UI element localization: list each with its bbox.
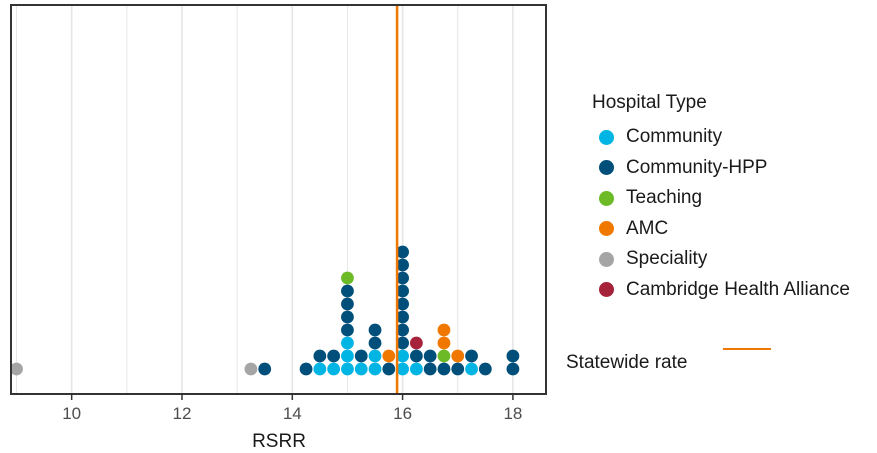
panel-border <box>10 4 547 395</box>
vertical-gridlines <box>16 5 514 394</box>
data-point-amc <box>451 349 465 363</box>
data-point-community-hpp <box>396 258 409 272</box>
data-point-community-hpp <box>341 323 354 337</box>
legend-label: Speciality <box>626 248 708 270</box>
data-point-community-hpp <box>368 323 382 337</box>
legend-key <box>599 190 614 206</box>
legend-item-cambridge: Cambridge Health Alliance <box>592 275 850 306</box>
data-point-community-hpp <box>451 362 465 376</box>
legend-item-speciality: Speciality <box>592 244 850 275</box>
data-point-community-hpp <box>258 362 272 376</box>
hospital-type-legend: Hospital Type Community Community-HPP Teac… <box>592 92 850 305</box>
legend-key <box>599 251 614 267</box>
x-tick-label: 10 <box>62 404 81 423</box>
data-point-community-hpp <box>396 245 409 259</box>
data-point-community-hpp <box>341 297 354 311</box>
legend-item-community-hpp: Community-HPP <box>592 153 850 184</box>
legend-label: Community <box>626 126 723 148</box>
data-point-community-hpp <box>354 349 368 363</box>
data-point-community-hpp <box>396 310 409 324</box>
legend-key <box>599 221 614 237</box>
legend-item-teaching: Teaching <box>592 183 850 214</box>
data-point-amc <box>437 336 451 350</box>
data-point-community-hpp <box>299 362 313 376</box>
data-point-community-hpp <box>396 297 409 311</box>
data-point-amc <box>437 323 451 337</box>
data-point-community-hpp <box>341 284 354 298</box>
data-point-community <box>341 362 354 376</box>
data-point-community <box>354 362 368 376</box>
legend-label: Cambridge Health Alliance <box>626 278 850 300</box>
x-tick-label: 12 <box>173 404 192 423</box>
data-point-community-hpp <box>396 284 409 298</box>
x-axis-ticks: 10 12 14 16 18 <box>62 394 522 423</box>
data-point-community <box>341 349 354 363</box>
data-point-community <box>465 362 478 376</box>
data-point-teaching <box>437 349 451 363</box>
data-point-community-hpp <box>465 349 478 363</box>
x-tick-label: 18 <box>503 404 522 423</box>
data-point-community-hpp <box>437 362 451 376</box>
data-point-teaching <box>341 271 354 285</box>
legend-items: Community Community-HPP Teaching AMC Special… <box>592 122 850 305</box>
data-point-community <box>409 362 423 376</box>
data-point-community-hpp <box>396 336 409 350</box>
legend-key <box>599 129 614 145</box>
data-point-community-hpp <box>478 362 492 376</box>
data-point-community <box>327 362 341 376</box>
data-point-community-hpp <box>423 349 437 363</box>
data-point-community-hpp <box>341 310 354 324</box>
data-point-community-hpp <box>409 349 423 363</box>
data-point-community-hpp <box>396 271 409 285</box>
data-point-amc <box>382 349 396 363</box>
legend-item-community: Community <box>592 122 850 153</box>
data-point-community-hpp <box>313 349 327 363</box>
legend-label: AMC <box>626 217 669 239</box>
legend-title: Hospital Type <box>592 92 707 113</box>
data-point-community <box>368 362 382 376</box>
statewide-rate-legend: Statewide rate <box>566 348 772 374</box>
data-point-community <box>396 362 409 376</box>
statewide-rate-label: Statewide rate <box>566 352 688 373</box>
data-point-speciality <box>244 362 258 376</box>
data-point-community-hpp <box>506 349 520 363</box>
data-point-community-hpp <box>423 362 437 376</box>
x-axis-title: RSRR <box>252 431 306 452</box>
legend-key <box>599 160 614 176</box>
legend-label: Community-HPP <box>626 156 768 178</box>
x-tick-label: 16 <box>393 404 412 423</box>
data-point-speciality <box>10 362 23 376</box>
data-point-community-hpp <box>396 323 409 337</box>
data-point-community <box>341 336 354 350</box>
data-point-community <box>313 362 327 376</box>
data-point-community <box>396 349 409 363</box>
panel-background <box>11 5 546 394</box>
data-point-community-hpp <box>382 362 396 376</box>
data-point-community-hpp <box>327 349 341 363</box>
data-point-community-hpp <box>506 362 520 376</box>
legend-label: Teaching <box>626 187 703 209</box>
x-tick-label: 14 <box>283 404 302 423</box>
data-point-community <box>368 349 382 363</box>
dot-series <box>10 245 520 376</box>
statewide-rate-key <box>723 348 772 350</box>
legend-key <box>599 282 614 298</box>
data-point-community-hpp <box>368 336 382 350</box>
data-point-cambridge <box>409 336 423 350</box>
legend-item-amc: AMC <box>592 214 850 245</box>
